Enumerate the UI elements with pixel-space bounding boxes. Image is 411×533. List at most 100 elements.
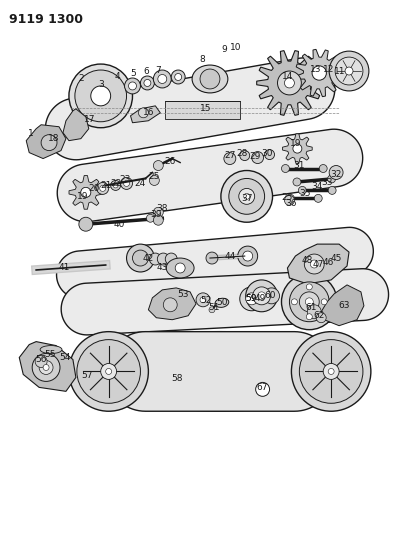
Circle shape [69,332,148,411]
Circle shape [277,71,301,95]
Circle shape [149,175,159,185]
Text: 9: 9 [221,45,227,54]
Circle shape [175,263,185,273]
Polygon shape [257,51,322,115]
Polygon shape [57,228,373,298]
Circle shape [153,160,163,171]
Circle shape [306,284,312,290]
Ellipse shape [166,258,194,278]
Ellipse shape [101,332,339,411]
Text: 20: 20 [88,184,99,193]
Circle shape [244,193,250,199]
Circle shape [239,188,255,204]
Circle shape [196,293,210,307]
Circle shape [120,177,132,189]
Circle shape [81,188,91,197]
Text: 67: 67 [257,383,268,392]
Text: 26: 26 [164,157,176,166]
Circle shape [306,314,312,320]
Circle shape [163,298,177,312]
Text: 57: 57 [81,371,92,380]
Text: 7: 7 [155,66,161,75]
Text: 48: 48 [302,255,313,264]
Circle shape [263,288,279,304]
Circle shape [265,150,275,159]
Circle shape [246,293,258,305]
Text: 50: 50 [216,298,228,308]
Circle shape [246,280,277,312]
Circle shape [253,287,270,305]
Circle shape [293,178,301,186]
Circle shape [310,260,318,268]
Circle shape [284,78,294,88]
Text: 45: 45 [330,254,342,263]
Text: 3: 3 [98,80,104,90]
Circle shape [141,76,155,90]
Circle shape [258,292,266,300]
Circle shape [146,214,155,222]
Text: 19: 19 [77,192,89,201]
Text: 51: 51 [208,303,220,312]
Circle shape [106,368,112,375]
Text: 19: 19 [290,139,301,148]
Text: 53: 53 [178,290,189,300]
Circle shape [289,282,329,322]
Text: 1: 1 [28,129,34,138]
Circle shape [240,151,250,160]
Text: 30: 30 [261,149,272,158]
Circle shape [158,75,167,84]
Text: 18: 18 [48,134,60,143]
Text: 47: 47 [312,260,324,269]
Circle shape [124,181,129,187]
Circle shape [328,187,336,195]
Circle shape [314,195,322,203]
Polygon shape [45,58,335,160]
Polygon shape [26,125,66,158]
Polygon shape [282,134,312,164]
Circle shape [240,287,263,311]
Polygon shape [287,244,349,284]
Circle shape [171,70,185,84]
Text: 52: 52 [200,296,212,305]
Circle shape [41,135,57,151]
Circle shape [139,108,148,118]
Text: 60: 60 [265,292,276,301]
Text: 27: 27 [224,151,236,160]
Text: 29: 29 [249,152,260,161]
Text: 44: 44 [224,252,236,261]
Circle shape [221,171,272,222]
Circle shape [291,299,298,305]
Text: 15: 15 [200,104,212,114]
Text: 10: 10 [230,43,242,52]
Circle shape [175,74,182,80]
Text: 32: 32 [330,170,342,179]
Text: 23: 23 [120,175,131,184]
Circle shape [238,246,258,266]
Text: 12: 12 [323,64,334,74]
Text: 37: 37 [241,194,252,203]
Text: 21: 21 [100,181,111,190]
Circle shape [132,250,148,266]
Circle shape [81,188,91,197]
Circle shape [323,364,339,379]
Text: 6: 6 [143,67,149,76]
Circle shape [286,195,294,203]
Text: 46: 46 [323,257,334,266]
Text: 56: 56 [35,355,47,364]
Text: 8: 8 [199,54,205,63]
Polygon shape [61,269,388,335]
Text: 62: 62 [314,311,325,320]
Circle shape [307,305,321,319]
Circle shape [316,313,326,322]
Circle shape [206,252,218,264]
Circle shape [252,151,263,164]
Polygon shape [131,106,160,123]
Circle shape [125,78,141,94]
Circle shape [282,165,289,173]
Circle shape [256,382,270,397]
Circle shape [329,51,369,91]
Text: 58: 58 [171,374,183,383]
Circle shape [298,187,306,195]
Ellipse shape [40,345,62,353]
Circle shape [329,166,343,180]
